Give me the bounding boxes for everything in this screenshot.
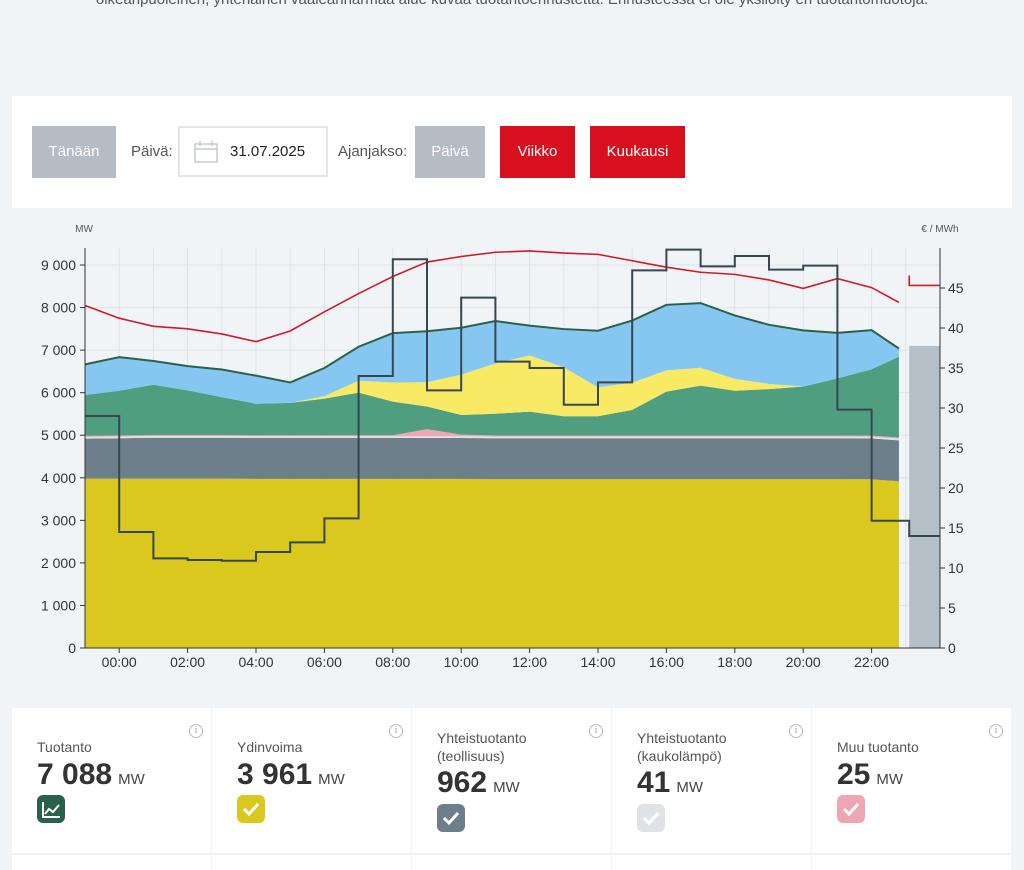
y-tick-label-left: 2 000 — [41, 555, 76, 571]
info-icon[interactable]: i — [989, 724, 1003, 738]
y-axis-left-label: MW — [75, 224, 93, 235]
stat-card-unit: MW — [493, 779, 520, 796]
check-icon — [837, 795, 865, 823]
x-tick-label: 16:00 — [649, 654, 684, 670]
y-tick-label-left: 4 000 — [41, 470, 76, 486]
y-tick-label-right: 25 — [948, 440, 964, 456]
stat-card-next-row — [212, 855, 411, 870]
stat-card-next-row — [612, 855, 811, 870]
stat-card-title: Yhteistuotanto (kaukolämpö) — [637, 730, 727, 764]
stat-card-value: 3 961 MW — [237, 758, 345, 791]
y-tick-label-left: 9 000 — [41, 257, 76, 273]
x-tick-label: 00:00 — [102, 654, 137, 670]
area-chp_industry — [85, 437, 899, 482]
day-button[interactable]: Päivä — [415, 126, 485, 178]
stat-card-title: Tuotanto — [37, 739, 92, 755]
chart-line-icon — [37, 795, 65, 823]
check-icon — [237, 795, 265, 823]
x-tick-label: 08:00 — [375, 654, 410, 670]
stat-card-value: 7 088 MW — [37, 758, 145, 791]
info-icon[interactable]: i — [589, 724, 603, 738]
stat-card-next-row — [412, 855, 611, 870]
production-chart: 0 1 000 2 000 3 000 4 000 5 000 6 000 7 000 8 00… — [12, 208, 1012, 706]
date-value: 31.07.2025 — [230, 143, 306, 160]
y-tick-label-left: 3 000 — [41, 512, 76, 528]
x-tick-label: 10:00 — [444, 654, 479, 670]
x-tick-label: 22:00 — [854, 654, 889, 670]
area-nuclear — [85, 478, 899, 648]
y-tick-label-left: 0 — [68, 640, 76, 656]
stat-card-next-row — [12, 855, 211, 870]
y-tick-label-left: 8 000 — [41, 300, 76, 316]
stat-card-unit: MW — [318, 771, 345, 788]
month-button[interactable]: Kuukausi — [590, 126, 685, 178]
y-tick-label-right: 15 — [948, 520, 964, 536]
stat-card: Yhteistuotanto (kaukolämpö) 41 MW i — [612, 708, 811, 853]
x-tick-label: 02:00 — [170, 654, 205, 670]
stat-card: Yhteistuotanto (teollisuus) 962 MW i — [412, 708, 611, 853]
consumption-forecast-line — [908, 275, 940, 287]
y-tick-label-right: 10 — [948, 560, 964, 576]
area-solar — [85, 355, 899, 417]
week-button[interactable]: Viikko — [500, 126, 575, 178]
stat-card-title: Yhteistuotanto (teollisuus) — [437, 730, 527, 764]
x-tick-label: 06:00 — [307, 654, 342, 670]
calendar-icon — [194, 141, 218, 163]
y-tick-label-left: 1 000 — [41, 597, 76, 613]
y-tick-label-left: 6 000 — [41, 385, 76, 401]
y-tick-label-right: 30 — [948, 400, 964, 416]
stat-card-title: Muu tuotanto — [837, 739, 919, 755]
date-label: Päivä: — [131, 143, 173, 160]
forecast-area — [909, 345, 940, 648]
area-other — [85, 429, 899, 439]
check-icon — [437, 804, 465, 832]
stat-card-unit: MW — [118, 771, 145, 788]
area-chp_district — [85, 436, 899, 441]
x-tick-label: 04:00 — [238, 654, 273, 670]
intro-text: oikeanpuoleinen, yhtenäinen vaaleanharma… — [0, 0, 1024, 8]
stat-card: Ydinvoima 3 961 MW i — [212, 708, 411, 853]
stat-card-value: 962 MW — [437, 766, 520, 799]
info-icon[interactable]: i — [189, 724, 203, 738]
stat-card: Tuotanto 7 088 MW i — [12, 708, 211, 853]
x-tick-label: 12:00 — [512, 654, 547, 670]
y-tick-label-left: 5 000 — [41, 427, 76, 443]
y-tick-label-right: 20 — [948, 480, 964, 496]
y-tick-label-right: 5 — [948, 600, 956, 616]
x-tick-label: 18:00 — [717, 654, 752, 670]
stat-card-next-row — [812, 855, 1011, 870]
today-button[interactable]: Tänään — [32, 126, 116, 178]
info-icon[interactable]: i — [789, 724, 803, 738]
date-field[interactable]: 31.07.2025 — [178, 126, 328, 177]
stat-card-value: 25 MW — [837, 758, 904, 791]
y-tick-label-right: 40 — [948, 320, 964, 336]
stat-card-title: Ydinvoima — [237, 739, 303, 755]
controls-panel: Tänään Päivä: 31.07.2025 Ajanjakso: Päiv… — [12, 96, 1012, 208]
period-label: Ajanjakso: — [338, 143, 408, 160]
y-axis-right-label: € / MWh — [921, 224, 958, 235]
area-wind — [85, 303, 899, 404]
info-icon[interactable]: i — [389, 724, 403, 738]
stat-card: Muu tuotanto 25 MW i — [812, 708, 1011, 853]
stat-cards: Tuotanto 7 088 MW i Ydinvoima 3 961 MW i Yhteist… — [12, 708, 1012, 870]
y-tick-label-right: 35 — [948, 360, 964, 376]
stat-card-value: 41 MW — [637, 766, 704, 799]
area-hydro — [85, 356, 899, 438]
production-chart-svg: 0 1 000 2 000 3 000 4 000 5 000 6 000 7 000 8 00… — [12, 208, 1012, 706]
check-icon — [637, 804, 665, 832]
y-tick-label-right: 45 — [948, 280, 964, 296]
consumption-line — [84, 250, 900, 343]
y-tick-label-right: 0 — [948, 640, 956, 656]
stat-card-unit: MW — [876, 771, 904, 788]
x-tick-label: 20:00 — [786, 654, 821, 670]
y-tick-label-left: 7 000 — [41, 342, 76, 358]
price-line — [85, 248, 940, 562]
x-tick-label: 14:00 — [580, 654, 615, 670]
stat-card-unit: MW — [676, 779, 704, 796]
